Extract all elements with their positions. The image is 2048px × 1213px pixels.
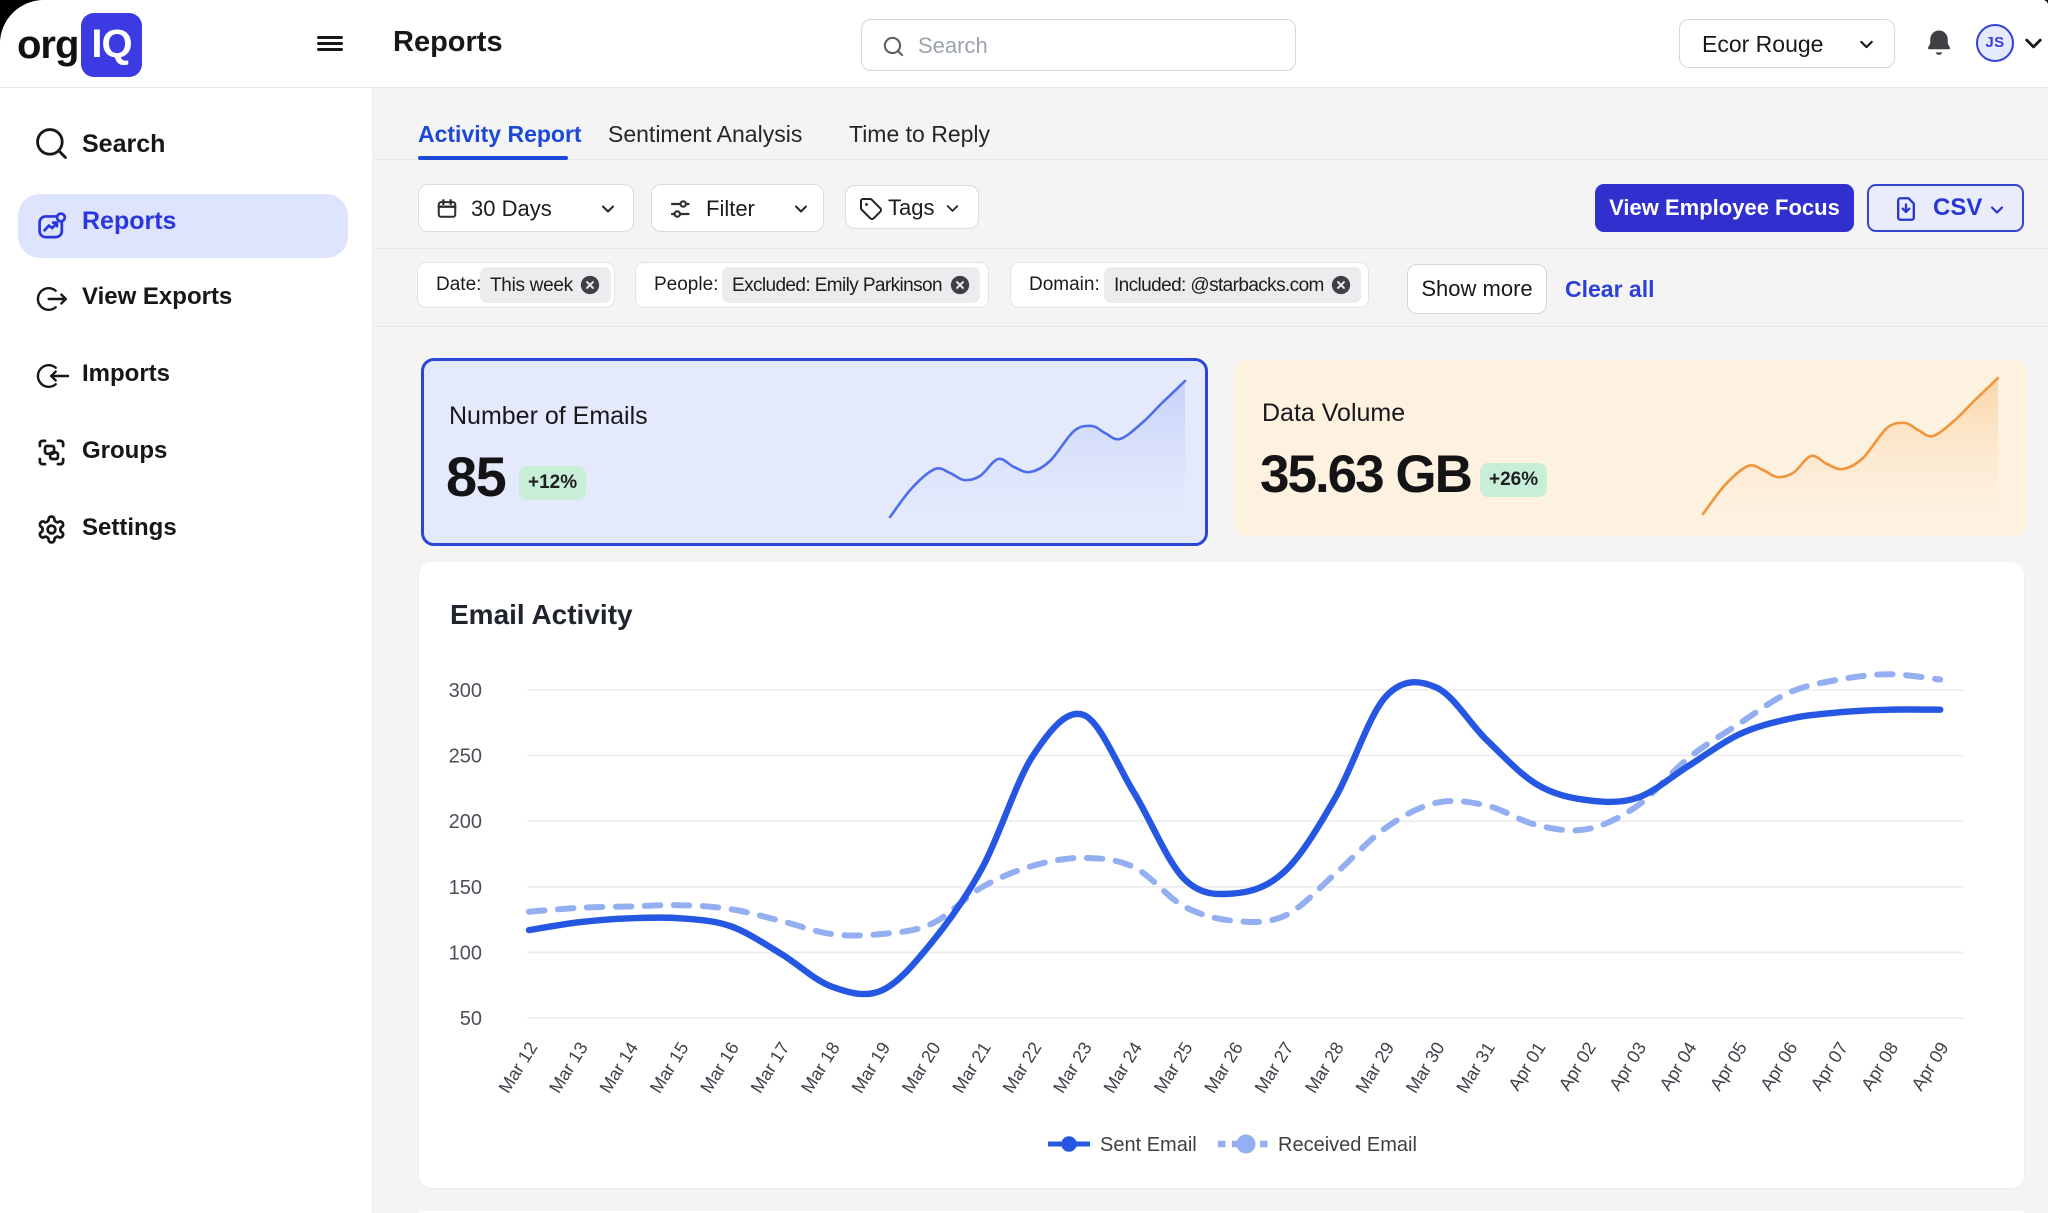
svg-text:200: 200 <box>449 811 482 833</box>
svg-text:Apr 06: Apr 06 <box>1756 1039 1801 1095</box>
svg-text:Apr 07: Apr 07 <box>1807 1039 1852 1095</box>
svg-text:250: 250 <box>449 746 482 768</box>
svg-text:Apr 01: Apr 01 <box>1504 1039 1549 1095</box>
svg-text:Apr 04: Apr 04 <box>1656 1039 1701 1095</box>
svg-text:50: 50 <box>460 1008 482 1030</box>
svg-text:Mar 13: Mar 13 <box>545 1039 592 1097</box>
svg-text:Mar 25: Mar 25 <box>1150 1039 1197 1097</box>
svg-text:150: 150 <box>449 877 482 899</box>
svg-text:Mar 17: Mar 17 <box>747 1039 794 1097</box>
svg-text:Mar 29: Mar 29 <box>1352 1039 1399 1097</box>
svg-text:Mar 19: Mar 19 <box>848 1039 895 1097</box>
svg-text:Mar 23: Mar 23 <box>1049 1039 1096 1097</box>
svg-text:Mar 16: Mar 16 <box>696 1039 743 1097</box>
svg-text:Received Email: Received Email <box>1278 1134 1417 1156</box>
svg-text:Mar 22: Mar 22 <box>999 1039 1046 1097</box>
svg-text:Mar 14: Mar 14 <box>596 1039 643 1097</box>
svg-text:Apr 05: Apr 05 <box>1706 1039 1751 1095</box>
svg-text:Mar 24: Mar 24 <box>1100 1039 1147 1097</box>
svg-text:Mar 26: Mar 26 <box>1200 1039 1247 1097</box>
svg-text:Mar 18: Mar 18 <box>797 1039 844 1097</box>
svg-text:Apr 08: Apr 08 <box>1857 1039 1902 1095</box>
svg-text:Mar 31: Mar 31 <box>1452 1039 1499 1097</box>
svg-text:Mar 30: Mar 30 <box>1402 1039 1449 1097</box>
svg-text:Apr 03: Apr 03 <box>1605 1039 1650 1095</box>
svg-text:Mar 15: Mar 15 <box>646 1039 693 1097</box>
svg-text:Mar 12: Mar 12 <box>495 1039 542 1097</box>
svg-text:Apr 09: Apr 09 <box>1908 1039 1953 1095</box>
svg-text:300: 300 <box>449 680 482 702</box>
svg-text:Sent Email: Sent Email <box>1100 1134 1197 1156</box>
svg-text:Mar 27: Mar 27 <box>1251 1039 1298 1097</box>
svg-text:Mar 20: Mar 20 <box>898 1039 945 1097</box>
svg-text:Mar 21: Mar 21 <box>948 1039 995 1097</box>
svg-text:Mar 28: Mar 28 <box>1301 1039 1348 1097</box>
svg-text:100: 100 <box>449 942 482 964</box>
svg-text:Apr 02: Apr 02 <box>1555 1039 1600 1095</box>
